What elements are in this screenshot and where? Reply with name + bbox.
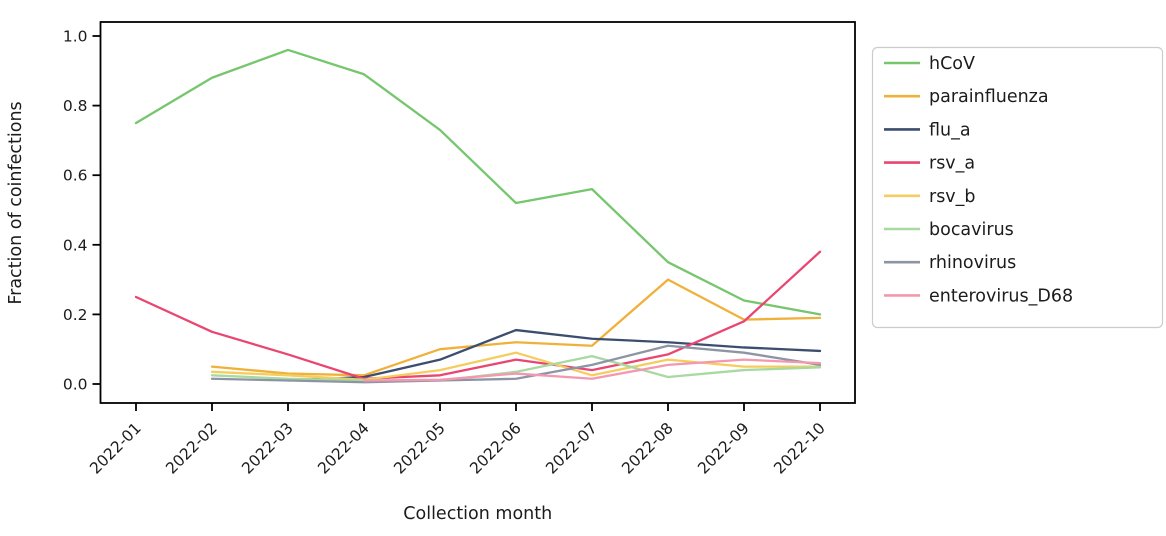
series-line-rsv_a: [134, 250, 822, 380]
legend-item-rsv_b: rsv_b: [884, 187, 976, 207]
plot-area: [99, 21, 856, 404]
y-tick-label: 0.6: [63, 167, 88, 185]
y-tick-label: 0.4: [63, 236, 88, 254]
series-line-parainfluenza: [210, 278, 822, 377]
legend-label-rhinovirus: rhinovirus: [929, 253, 1016, 273]
series-line-bocavirus: [210, 355, 822, 382]
legend-item-rsv_a: rsv_a: [884, 154, 975, 174]
series-line-rsv_b: [210, 351, 822, 381]
legend-item-flu_a: flu_a: [884, 120, 971, 140]
series-line-hCoV: [134, 48, 822, 316]
legend-item-parainfluenza: parainfluenza: [884, 87, 1049, 107]
legend-label-parainfluenza: parainfluenza: [929, 87, 1049, 107]
legend: hCoV parainfluenza flu_a rsv_a rsv_b bocaviru…: [871, 46, 1164, 329]
legend-item-rhinovirus: rhinovirus: [884, 253, 1016, 273]
y-axis-label: Fraction of coinfections: [6, 101, 26, 304]
y-tick-label: 1.0: [63, 28, 88, 46]
legend-item-hCoV: hCoV: [884, 54, 975, 74]
legend-label-hCoV: hCoV: [929, 54, 975, 74]
y-tick-label: 0.0: [63, 376, 88, 394]
legend-label-bocavirus: bocavirus: [929, 220, 1014, 240]
y-tick-label: 0.2: [63, 306, 88, 324]
legend-label-rsv_b: rsv_b: [929, 187, 976, 207]
series-line-rhinovirus: [210, 344, 822, 384]
x-axis-label: Collection month: [403, 504, 552, 524]
legend-label-enterovirus_D68: enterovirus_D68: [929, 286, 1073, 306]
series-line-flu_a: [286, 328, 822, 382]
y-tick-label: 0.8: [63, 97, 88, 115]
legend-item-bocavirus: bocavirus: [884, 220, 1014, 240]
legend-label-flu_a: flu_a: [929, 120, 971, 140]
legend-box: [871, 46, 1164, 329]
legend-label-rsv_a: rsv_a: [929, 154, 975, 174]
legend-item-enterovirus_D68: enterovirus_D68: [884, 286, 1073, 306]
series-line-enterovirus_D68: [362, 358, 822, 382]
